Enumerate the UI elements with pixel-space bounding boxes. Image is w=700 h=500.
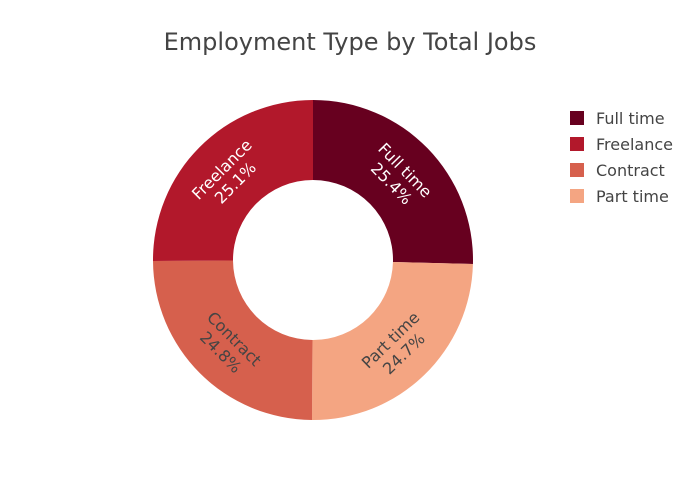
slice-contract[interactable] — [153, 260, 313, 420]
legend-label: Contract — [596, 161, 665, 180]
legend-label: Freelance — [596, 135, 673, 154]
slice-freelance[interactable] — [153, 100, 313, 262]
legend-label: Part time — [596, 187, 669, 206]
legend-swatch — [570, 189, 584, 203]
legend-item-full-time[interactable]: Full time — [570, 109, 665, 128]
legend-swatch — [570, 111, 584, 125]
chart-legend: Full time Freelance Contract Part time — [570, 109, 673, 206]
slice-full-time[interactable] — [313, 100, 473, 265]
legend-swatch — [570, 163, 584, 177]
legend-item-contract[interactable]: Contract — [570, 161, 665, 180]
legend-label: Full time — [596, 109, 665, 128]
donut-slices: Full time25.4%Part time24.7%Contract24.8… — [153, 100, 473, 420]
slice-part-time[interactable] — [311, 262, 473, 420]
legend-swatch — [570, 137, 584, 151]
legend-item-part-time[interactable]: Part time — [570, 187, 669, 206]
legend-item-freelance[interactable]: Freelance — [570, 135, 673, 154]
chart-title: Employment Type by Total Jobs — [164, 28, 537, 56]
